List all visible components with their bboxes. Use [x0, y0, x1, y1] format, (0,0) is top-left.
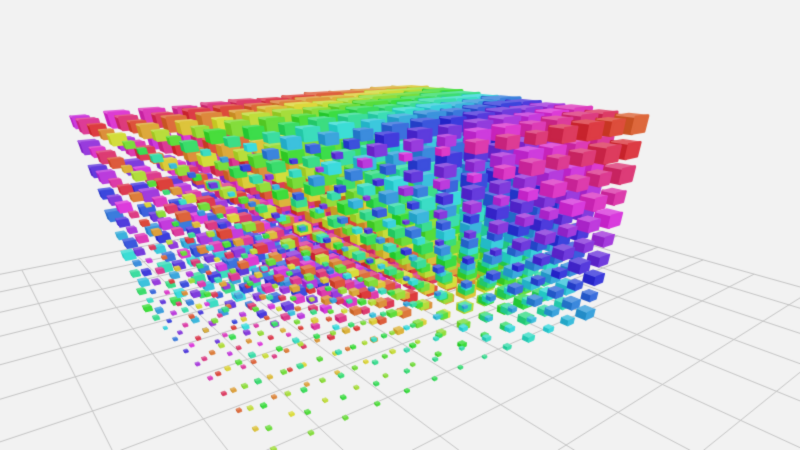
cube-lattice-canvas[interactable] — [0, 0, 800, 450]
webgl-3d-viewport — [0, 0, 800, 450]
